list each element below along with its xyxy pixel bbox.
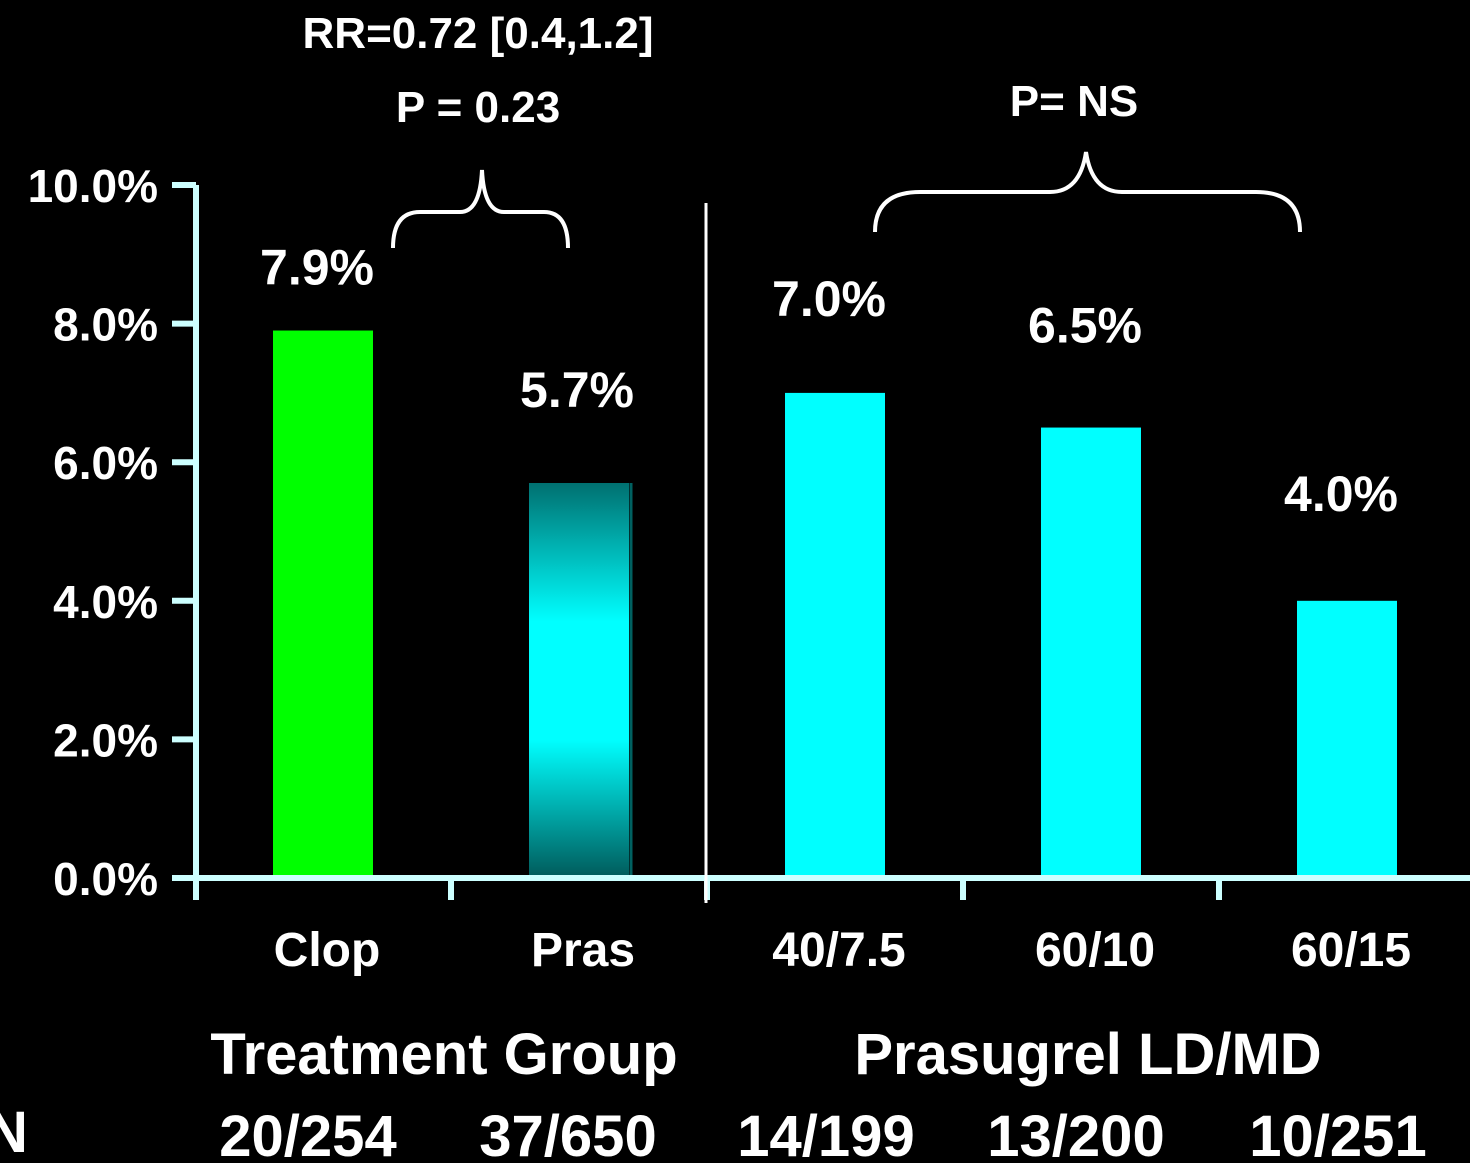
right-brace	[873, 151, 1302, 233]
right-p-annotation: P= NS	[1010, 77, 1138, 126]
bar-60-15	[1297, 600, 1397, 878]
x-category-label: 40/7.5	[772, 924, 905, 977]
n-value: 37/650	[479, 1104, 656, 1163]
x-category-labels: Clop Pras 40/7.5 60/10 60/15	[274, 924, 1411, 977]
data-label: 6.5%	[1028, 298, 1142, 354]
x-category-label: Pras	[531, 924, 635, 977]
bar-clop	[273, 330, 373, 878]
y-tick-label: 2.0%	[53, 714, 158, 766]
y-tick-label: 4.0%	[53, 576, 158, 628]
data-label: 4.0%	[1284, 466, 1398, 522]
y-tick-label: 0.0%	[53, 853, 158, 905]
bar-60-10	[1041, 427, 1141, 878]
y-tick-labels: 0.0% 2.0% 4.0% 6.0% 8.0% 10.0%	[28, 160, 158, 905]
n-value: 14/199	[737, 1104, 914, 1163]
n-value: 13/200	[987, 1104, 1164, 1163]
n-value: 20/254	[219, 1104, 396, 1163]
data-label: 7.0%	[772, 271, 886, 327]
group-label-prasugrel: Prasugrel LD/MD	[854, 1022, 1321, 1087]
data-labels-layer: 7.9% 5.7% 7.0% 6.5% 4.0%	[260, 240, 1398, 522]
bars-layer	[273, 330, 1397, 878]
n-row-label: N	[0, 1100, 28, 1163]
x-category-label: 60/15	[1291, 924, 1411, 977]
bar-40-7-5	[785, 392, 885, 878]
data-label: 5.7%	[520, 362, 634, 418]
left-rr-annotation: RR=0.72 [0.4,1.2]	[303, 9, 654, 58]
axes	[172, 182, 1470, 900]
y-tick-label: 6.0%	[53, 437, 158, 489]
bar-pras	[529, 482, 629, 878]
left-brace	[391, 169, 570, 249]
data-label: 7.9%	[260, 240, 374, 296]
y-tick-label: 10.0%	[28, 160, 158, 212]
x-category-label: 60/10	[1035, 924, 1155, 977]
n-values-row: 20/254 37/650 14/199 13/200 10/251	[219, 1104, 1426, 1163]
x-category-label: Clop	[274, 924, 381, 977]
left-p-annotation: P = 0.23	[396, 83, 560, 132]
n-value: 10/251	[1249, 1104, 1426, 1163]
group-label-treatment: Treatment Group	[210, 1022, 677, 1087]
y-tick-label: 8.0%	[53, 299, 158, 351]
